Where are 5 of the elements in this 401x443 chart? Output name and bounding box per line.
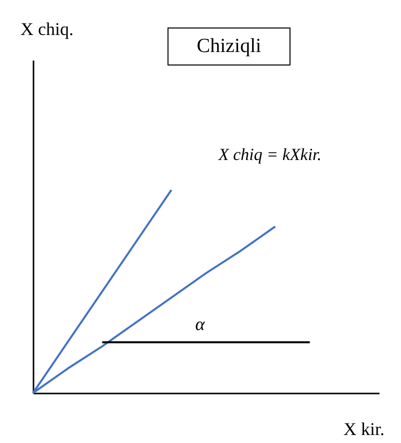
text: X chiq = kXkir. <box>217 145 322 164</box>
text: X chiq. <box>20 19 74 39</box>
annotation: α <box>195 314 206 334</box>
chart-title: Chiziqli <box>196 35 262 57</box>
x-axis-title: X kir. <box>343 419 385 439</box>
